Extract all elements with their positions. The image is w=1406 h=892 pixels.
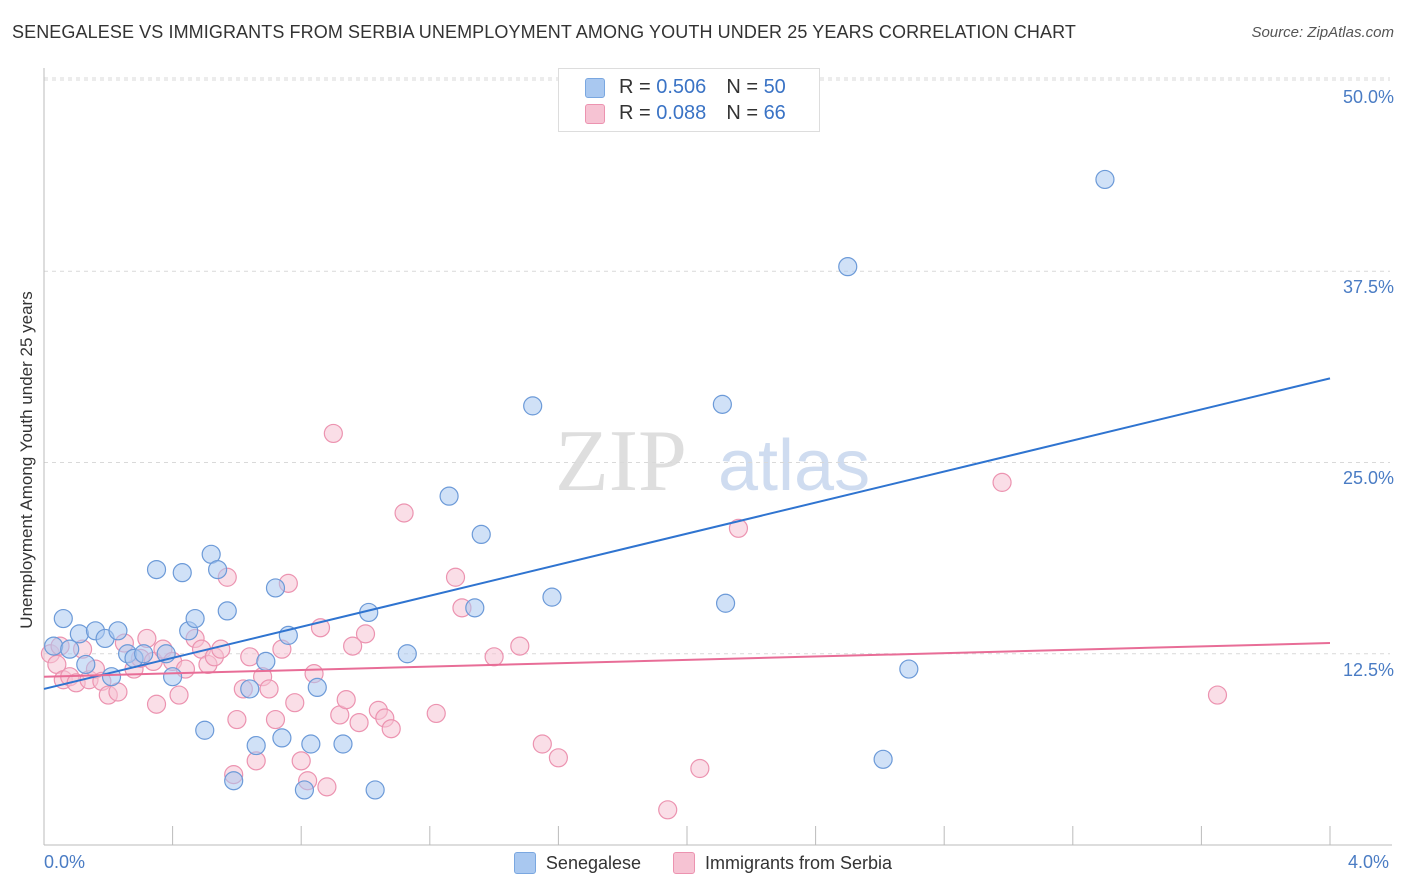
serbia-point [355,624,376,644]
senegalese-point [217,601,237,621]
legend-row-senegalese: R = 0.506 N = 50 [585,76,786,99]
senegalese-point [76,654,96,675]
senegalese-point [307,677,327,698]
serbia-point [211,639,231,659]
y-tick-label: 25.0% [1342,468,1394,488]
legend-swatch-blue [585,77,605,98]
serbia-point [1207,685,1228,705]
serbia-point [349,712,369,733]
legend-swatch-blue [513,852,536,874]
serbia-point [265,709,286,730]
serbia-point [336,690,356,710]
serbia-point [285,693,305,713]
legend-n-value: 66 [763,102,786,124]
senegalese-point [542,587,562,607]
senegalese-point [44,636,64,656]
legend-r-label: R = [619,76,651,98]
senegalese-point [185,608,205,629]
series-legend: Senegalese Immigrants from Serbia [0,852,1406,874]
senegalese-point [333,734,353,754]
senegalese-point [256,651,276,672]
watermark-zip: ZIP [555,413,687,510]
serbia-point [323,423,343,444]
serbia-point [291,751,311,771]
y-axis-label: Unemployment Among Youth under 25 years [17,291,36,629]
legend-item-senegalese[interactable]: Senegalese [513,852,642,874]
senegalese-point [60,639,80,659]
senegalese-point [246,735,266,756]
serbia-point [690,758,710,779]
senegalese-point [163,667,183,687]
serbia-point [240,647,260,667]
serbia-point [728,518,749,538]
serbia-point [394,503,414,523]
serbia-point [169,685,189,705]
legend-item-serbia[interactable]: Immigrants from Serbia [673,852,892,874]
serbia-trend-line [43,642,1331,678]
senegalese-point [439,486,459,506]
watermark-atlas: atlas [718,426,870,506]
serbia-point [426,703,446,724]
senegalese-point [208,559,228,580]
serbia-point [548,748,569,768]
serbia-point [532,734,552,754]
y-tick-label: 37.5% [1342,277,1394,297]
legend-r-value: 0.506 [656,76,707,98]
senegalese-point [108,621,128,641]
serbia-point [445,567,466,587]
serbia-point [381,719,401,739]
senegalese-point [873,749,893,769]
x-tick-label: 4.0% [1348,852,1390,872]
serbia-point [146,694,167,714]
senegalese-point [397,644,417,664]
legend-n-label: N = [726,102,758,124]
senegalese-point [301,734,321,754]
source-label: Source: ZipAtlas.com [1251,24,1394,41]
legend-r-value: 0.088 [656,102,707,124]
serbia-point [227,709,247,730]
senegalese-point [69,624,89,644]
senegalese-point [523,396,543,416]
x-tick-label: 0.0% [44,852,86,872]
legend-row-serbia: R = 0.088 N = 66 [585,102,786,125]
senegalese-point [146,559,167,580]
senegalese-point [265,578,286,598]
senegalese-point [224,771,244,791]
legend-r-label: R = [619,102,651,124]
legend-label: Immigrants from Serbia [705,852,893,873]
chart-title: SENEGALESE VS IMMIGRANTS FROM SERBIA UNE… [12,22,1076,42]
legend-swatch-pink [585,103,605,124]
senegalese-point [465,598,485,618]
serbia-point [484,647,504,667]
senegalese-point [134,644,154,664]
legend-swatch-pink [673,852,696,874]
senegalese-point [1095,169,1115,190]
y-tick-label: 50.0% [1342,87,1394,107]
serbia-point [259,679,279,699]
senegalese-point [272,728,292,748]
senegalese-point [240,679,260,699]
senegalese-trend-line [43,377,1331,690]
senegalese-point [365,780,385,800]
serbia-point [317,777,337,797]
serbia-point [510,636,530,656]
senegalese-point [899,659,919,679]
senegalese-point [294,780,315,800]
legend-n-label: N = [726,76,758,98]
serbia-point [343,636,363,656]
serbia-point [992,472,1012,492]
legend-label: Senegalese [545,852,642,873]
senegalese-point [172,563,192,583]
senegalese-point [471,524,491,545]
legend-n-value: 50 [763,76,786,98]
stats-legend: R = 0.506 N = 50 R = 0.088 N = 66 [558,68,820,132]
senegalese-point [53,608,73,629]
senegalese-point [838,257,858,277]
senegalese-point [715,593,736,613]
senegalese-point [195,720,215,740]
y-tick-label: 12.5% [1342,660,1394,680]
senegalese-point [712,394,732,414]
serbia-point [658,800,678,820]
